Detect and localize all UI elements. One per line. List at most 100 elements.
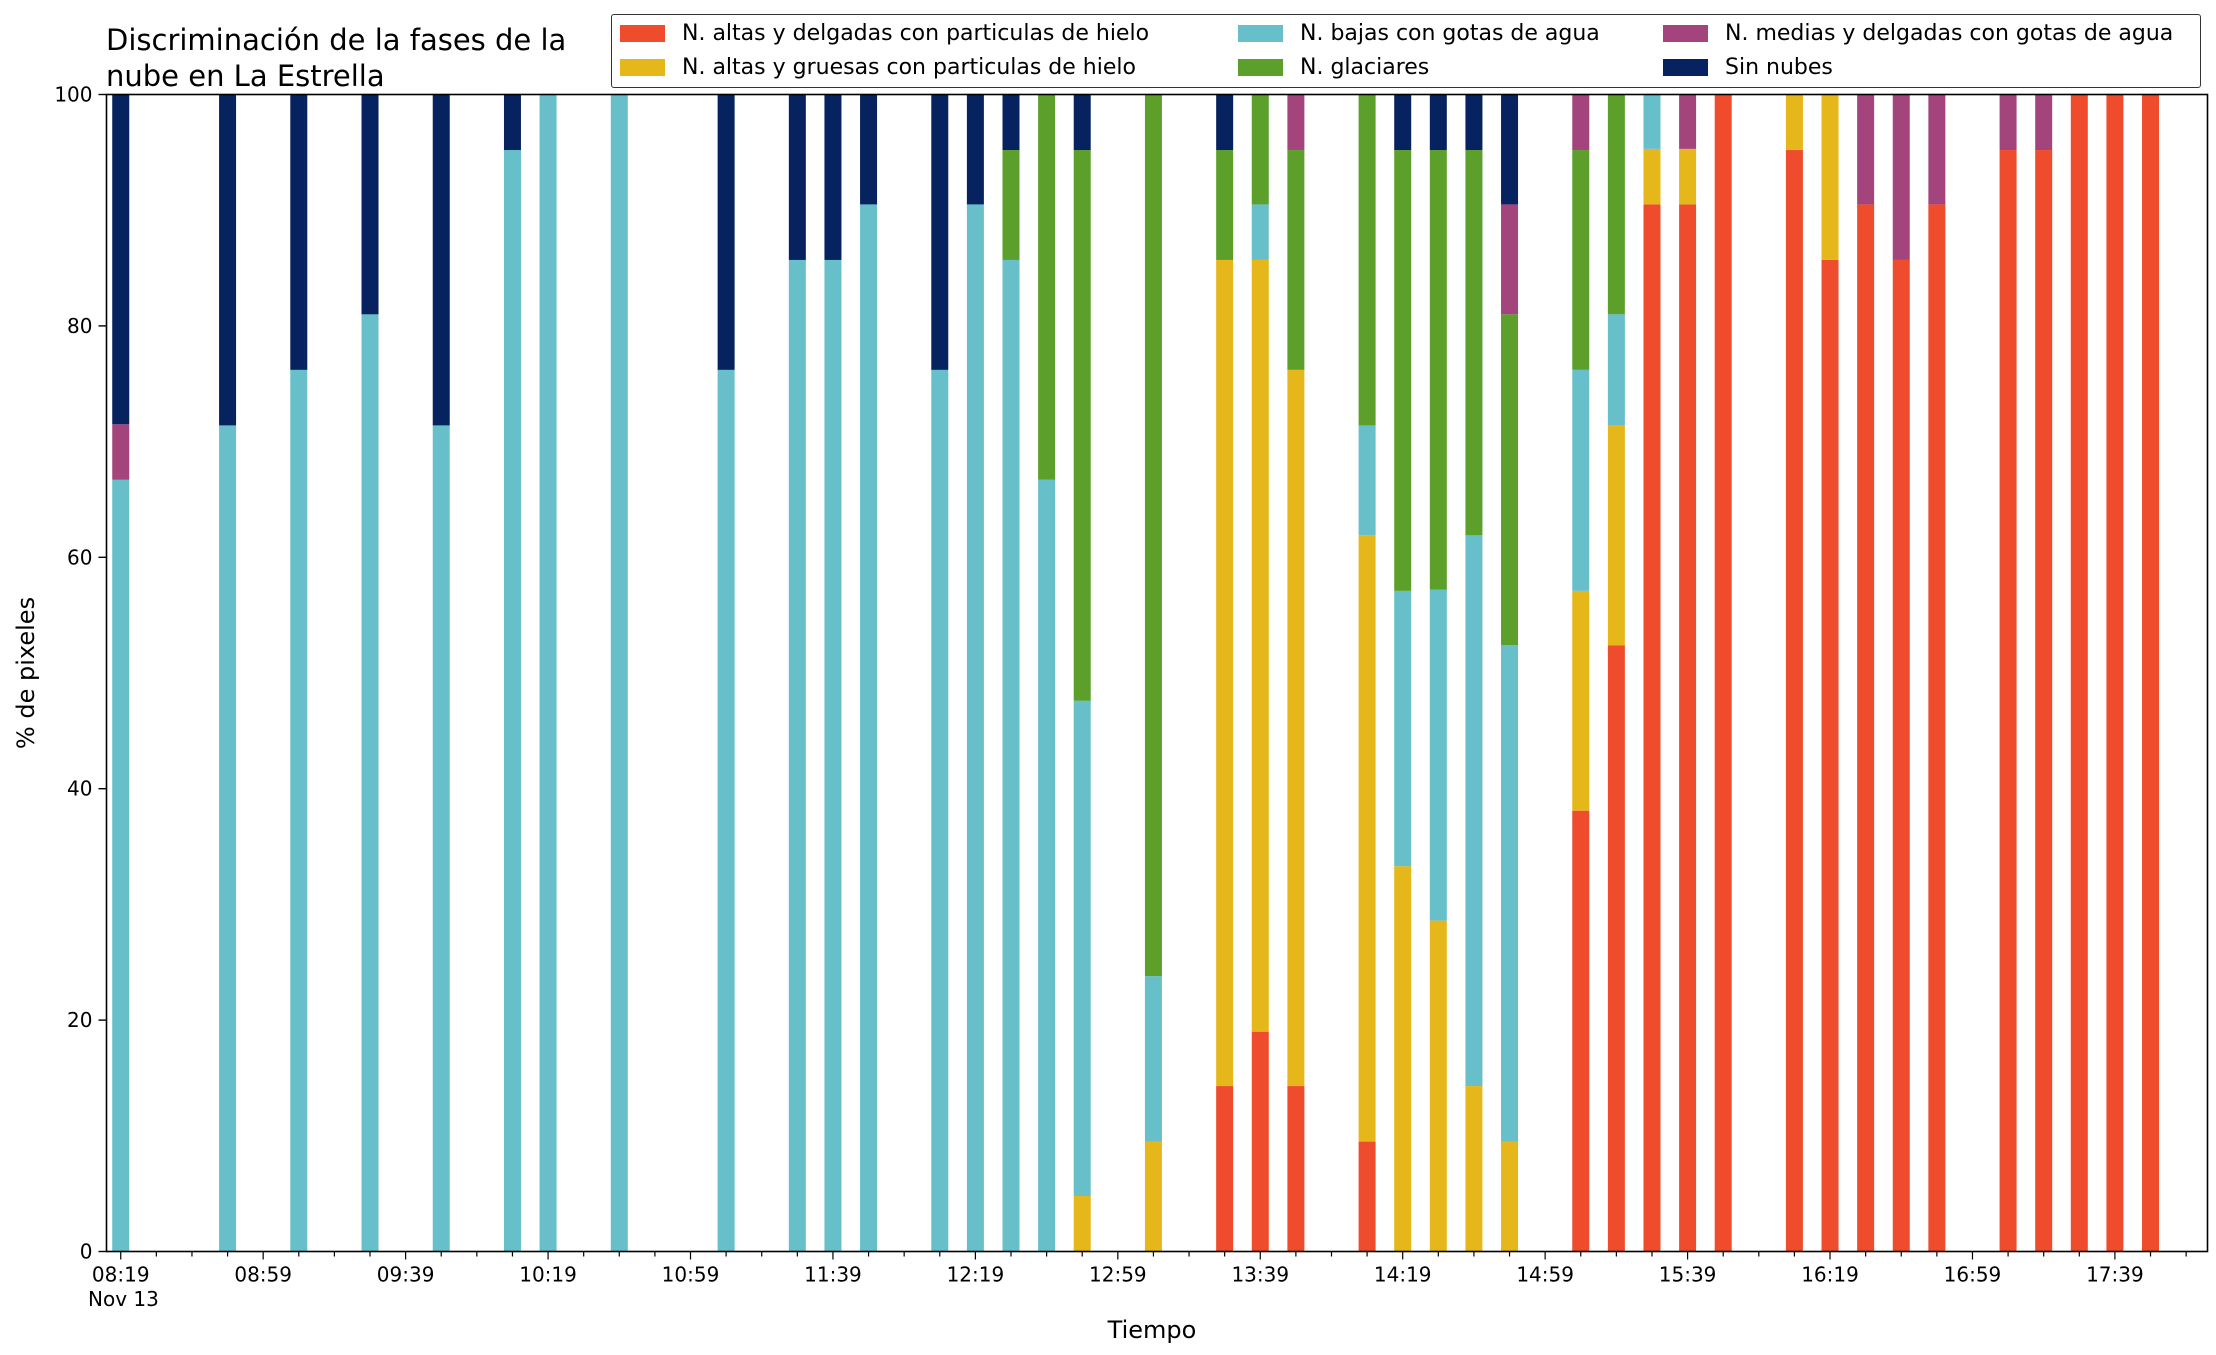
bar-segment-sin-nubes-1129 [788,94,806,260]
bar-segment-baja-agua-0949 [432,425,450,1252]
bar-segment-sin-nubes-1249 [1073,94,1091,151]
y-tick-label: 100 [54,83,92,107]
bar-segment-glaciar-1309 [1144,94,1162,977]
y-axis: 0 20 40 60 80 100 [54,83,107,1264]
legend-label-glaciar: N. glaciares [1300,55,1430,80]
bar-segment-media-delgada-1719 [2035,94,2053,151]
x-tick-label: 08:19 [92,1263,150,1287]
x-axis-date-label: Nov 13 [88,1287,159,1311]
legend-swatch-glaciar [1238,59,1283,76]
legend-item-media-delgada: N. medias y delgadas con gotas de agua [1663,21,2173,46]
legend-swatch-baja-agua [1238,25,1283,42]
bar-segment-alta-gruesa-1519 [1607,425,1625,646]
bar-segment-alta-gruesa-1329 [1216,259,1234,1087]
legend-item-sin-nubes: Sin nubes [1663,55,1833,80]
bar-segment-glaciar-1339 [1251,94,1269,205]
x-tick-label: 16:19 [1801,1263,1859,1287]
legend-label-alta-delgada: N. altas y delgadas con particulas de hi… [682,21,1150,46]
bar-segment-media-delgada-1639 [1892,94,1910,260]
y-tick-label: 20 [67,1008,92,1032]
bar-segment-baja-agua-1529 [1643,94,1661,149]
x-tick-label: 15:39 [1659,1263,1717,1287]
y-tick-label: 80 [67,314,92,338]
bar-segment-alta-gruesa-1429 [1429,920,1447,1252]
bar-segment-sin-nubes-1209 [931,94,949,370]
bar-segment-alta-delgada-1329 [1216,1086,1234,1252]
bar-segment-baja-agua-0819 [112,479,130,1252]
bar-segment-baja-agua-1309 [1144,976,1162,1142]
bar-segment-alta-delgada-1719 [2035,150,2053,1252]
bar-segment-baja-agua-1009 [503,150,521,1252]
bar-segment-alta-gruesa-1449 [1501,1141,1519,1252]
legend-item-alta-delgada: N. altas y delgadas con particulas de hi… [620,21,1149,46]
bar-segment-sin-nubes-1229 [1002,94,1020,151]
bar-segment-media-delgada-1349 [1287,94,1305,151]
bar-segment-baja-agua-1339 [1251,204,1269,260]
bar-segment-baja-agua-0929 [361,314,379,1252]
legend-item-alta-gruesa: N. altas y gruesas con particulas de hie… [620,55,1136,80]
bar-segment-baja-agua-1139 [824,259,842,1252]
bar-segment-glaciar-1419 [1394,150,1412,591]
bar-segment-sin-nubes-0929 [361,94,379,315]
bar-segment-baja-agua-1409 [1358,425,1376,536]
bar-segment-alta-delgada-1639 [1892,259,1910,1252]
bar-segment-baja-agua-1149 [860,204,878,1252]
bar-segment-alta-delgada-1529 [1643,204,1661,1252]
bars-layer [112,94,2160,1252]
bar-segment-sin-nubes-1149 [860,94,878,205]
x-tick-label: 16:59 [1944,1263,2002,1287]
legend-swatch-alta-delgada [620,25,665,42]
bar-segment-glaciar-1329 [1216,150,1234,260]
x-tick-label: 12:59 [1089,1263,1147,1287]
bar-segment-sin-nubes-1009 [503,94,521,151]
y-tick-label: 40 [67,777,92,801]
y-axis-label: % de pixeles [12,597,40,749]
bar-segment-glaciar-1349 [1287,150,1305,370]
bar-segment-baja-agua-1129 [788,259,806,1252]
bar-segment-sin-nubes-1219 [966,94,984,205]
bar-segment-glaciar-1249 [1073,150,1091,701]
bar-segment-baja-agua-1229 [1002,259,1020,1252]
bar-segment-sin-nubes-0819 [112,94,130,425]
bar-segment-sin-nubes-1419 [1394,94,1412,151]
bar-segment-baja-agua-1219 [966,204,984,1252]
bar-segment-alta-gruesa-1419 [1394,866,1412,1252]
bar-segment-alta-gruesa-1509 [1572,590,1590,811]
x-tick-label: 12:19 [947,1263,1005,1287]
bar-segment-baja-agua-1249 [1073,700,1091,1196]
bar-segment-alta-gruesa-1609 [1785,94,1803,151]
legend: N. altas y delgadas con particulas de hi… [611,14,2201,88]
bar-segment-media-delgada-1629 [1857,94,1875,205]
bar-segment-baja-agua-1519 [1607,314,1625,426]
x-tick-label: 14:59 [1516,1263,1574,1287]
bar-segment-alta-delgada-1339 [1251,1031,1269,1252]
bar-segment-media-delgada-1649 [1928,94,1946,205]
x-tick-label: 08:59 [234,1263,292,1287]
bar-segment-media-delgada-1709 [1999,94,2017,151]
bar-segment-baja-agua-1019 [539,94,557,1252]
bar-segment-sin-nubes-1139 [824,94,842,260]
x-tick-label: 14:19 [1374,1263,1432,1287]
bar-segment-media-delgada-1539 [1679,94,1697,149]
x-tick-label: 10:59 [662,1263,720,1287]
bar-segment-alta-gruesa-1439 [1465,1086,1483,1252]
bar-segment-sin-nubes-1109 [717,94,735,370]
bar-segment-alta-gruesa-1309 [1144,1141,1162,1252]
bar-segment-media-delgada-1509 [1572,94,1590,151]
legend-item-glaciar: N. glaciares [1238,55,1429,80]
x-tick-label: 10:19 [519,1263,577,1287]
x-tick-label: 09:39 [377,1263,435,1287]
bar-segment-sin-nubes-1439 [1465,94,1483,151]
bar-segment-alta-delgada-1649 [1928,204,1946,1252]
legend-label-baja-agua: N. bajas con gotas de agua [1300,21,1600,46]
plot-frame [105,93,2209,1253]
bar-segment-alta-delgada-1629 [1857,204,1875,1252]
bar-segment-glaciar-1509 [1572,150,1590,370]
bar-segment-alta-delgada-1539 [1679,204,1697,1252]
bar-segment-baja-agua-1239 [1038,479,1056,1252]
bar-segment-baja-agua-1039 [610,94,628,1252]
bar-segment-alta-delgada-1729 [2070,94,2088,1252]
bar-segment-alta-gruesa-1409 [1358,535,1376,1142]
bar-segment-media-delgada-0819 [112,424,130,480]
